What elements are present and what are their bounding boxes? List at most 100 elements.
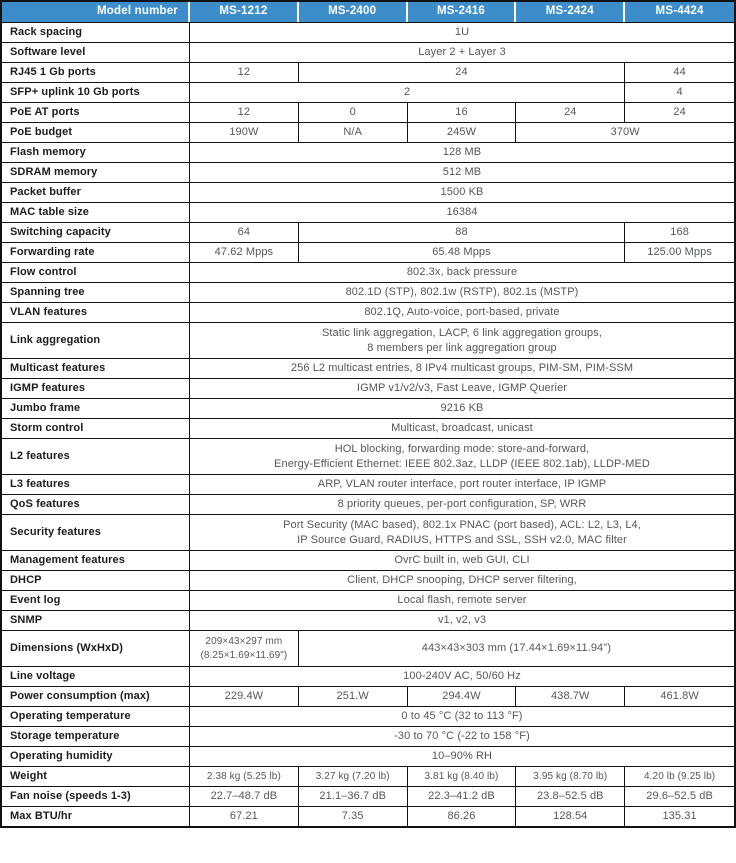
table-row: VLAN features 802.1Q, Auto-voice, port-ba…	[2, 303, 734, 323]
cell-value: 461.8W	[625, 687, 734, 706]
row-label-text: Multicast features	[10, 362, 106, 375]
cell-value: IGMP v1/v2/v3, Fast Leave, IGMP Querier	[190, 379, 734, 398]
row-label-text: DHCP	[10, 574, 42, 587]
row-label: Operating humidity	[2, 747, 190, 766]
spec-table: Model number MS-1212 MS-2400 MS-2416 MS-2424…	[0, 0, 736, 828]
row-label: Fan noise (speeds 1-3)	[2, 787, 190, 806]
row-label-text: L3 features	[10, 478, 70, 491]
cell-value-text: 22.3–41.2 dB	[428, 790, 495, 803]
cell-value-text: 1500 KB	[440, 186, 484, 199]
table-row: Dimensions (WxHxD) 209×43×297 mm (8.25×1.…	[2, 631, 734, 667]
row-label-text: Rack spacing	[10, 26, 83, 39]
row-label-text: Flash memory	[10, 146, 86, 159]
cell-value: 256 L2 multicast entries, 8 IPv4 multica…	[190, 359, 734, 378]
cell-value-text: 3.27 kg (7.20 lb)	[315, 770, 390, 782]
cell-value-text: 0	[349, 106, 356, 119]
cell-value-text: 229.4W	[224, 690, 264, 703]
column-header-text: MS-2416	[436, 5, 486, 18]
row-label-text: Event log	[10, 594, 61, 607]
row-label-text: Link aggregation	[10, 334, 101, 347]
row-label: Power consumption (max)	[2, 687, 190, 706]
column-header: MS-1212	[190, 2, 299, 22]
cell-value-text: N/A	[343, 126, 363, 139]
row-label: SFP+ uplink 10 Gb ports	[2, 83, 190, 102]
cell-value-text: 512 MB	[442, 166, 482, 179]
cell-value: 2.38 kg (5.25 lb)	[190, 767, 299, 786]
cell-value-text: 128 MB	[442, 146, 482, 159]
cell-value: 251.W	[299, 687, 408, 706]
row-label: PoE budget	[2, 123, 190, 142]
cell-value-text: 443×43×303 mm (17.44×1.69×11.94")	[421, 642, 612, 655]
row-label: QoS features	[2, 495, 190, 514]
cell-value-text: 209×43×297 mm (8.25×1.69×11.69")	[200, 636, 288, 661]
cell-value: 4	[625, 83, 734, 102]
cell-value-text: 10–90% RH	[431, 750, 493, 763]
table-row: DHCP Client, DHCP snooping, DHCP server f…	[2, 571, 734, 591]
cell-value-text: 23.8–52.5 dB	[536, 790, 604, 803]
cell-value-text: 29.6–52.5 dB	[646, 790, 713, 803]
cell-value: 229.4W	[190, 687, 299, 706]
table-row: Spanning tree 802.1D (STP), 802.1w (RSTP)…	[2, 283, 734, 303]
row-label: Multicast features	[2, 359, 190, 378]
cell-value: 16	[408, 103, 517, 122]
cell-value-text: 7.35	[341, 810, 364, 823]
row-label: Flash memory	[2, 143, 190, 162]
row-label-text: Packet buffer	[10, 186, 81, 199]
row-label: SNMP	[2, 611, 190, 630]
cell-value: 8 priority queues, per-port configuratio…	[190, 495, 734, 514]
row-label: Dimensions (WxHxD)	[2, 631, 190, 666]
cell-value: 128 MB	[190, 143, 734, 162]
cell-value: 802.1Q, Auto-voice, port-based, private	[190, 303, 734, 322]
row-label: Forwarding rate	[2, 243, 190, 262]
row-label-text: SDRAM memory	[10, 166, 98, 179]
cell-value-text: 2	[403, 86, 411, 99]
row-label: Line voltage	[2, 667, 190, 686]
table-row: Event log Local flash, remote server	[2, 591, 734, 611]
cell-value-text: Local flash, remote server	[397, 594, 527, 607]
cell-value-text: 86.26	[447, 810, 476, 823]
row-label-text: Operating humidity	[10, 750, 113, 763]
cell-value: 190W	[190, 123, 299, 142]
row-label-text: QoS features	[10, 498, 80, 511]
cell-value: 29.6–52.5 dB	[625, 787, 734, 806]
cell-value: 12	[190, 63, 299, 82]
cell-value-text: 245W	[446, 126, 477, 139]
row-label: VLAN features	[2, 303, 190, 322]
cell-value: 22.7–48.7 dB	[190, 787, 299, 806]
cell-value: 0 to 45 °C (32 to 113 °F)	[190, 707, 734, 726]
table-row: Line voltage 100-240V AC, 50/60 Hz	[2, 667, 734, 687]
row-label: Max BTU/hr	[2, 807, 190, 826]
cell-value: Layer 2 + Layer 3	[190, 43, 734, 62]
cell-value-text: 12	[237, 66, 251, 79]
cell-value-text: Static link aggregation, LACP, 6 link ag…	[321, 326, 603, 354]
cell-value-text: 9216 KB	[440, 402, 484, 415]
row-label-text: PoE budget	[10, 126, 73, 139]
cell-value: Local flash, remote server	[190, 591, 734, 610]
column-header: MS-4424	[625, 2, 734, 22]
cell-value-text: Client, DHCP snooping, DHCP server filte…	[347, 574, 577, 587]
cell-value-text: 64	[237, 226, 251, 239]
column-header-text: MS-4424	[655, 5, 704, 18]
cell-value: Multicast, broadcast, unicast	[190, 419, 734, 438]
cell-value: 88	[299, 223, 626, 242]
cell-value: ARP, VLAN router interface, port router …	[190, 475, 734, 494]
cell-value: 245W	[408, 123, 517, 142]
row-label-text: Weight	[10, 770, 48, 783]
cell-value-text: 438.7W	[551, 690, 590, 703]
table-row: Weight 2.38 kg (5.25 lb) 3.27 kg (7.20 lb)…	[2, 767, 734, 787]
row-label-text: Power consumption (max)	[10, 690, 150, 703]
row-label-text: L2 features	[10, 450, 70, 463]
table-row: SDRAM memory 512 MB	[2, 163, 734, 183]
cell-value: 64	[190, 223, 299, 242]
row-label: Operating temperature	[2, 707, 190, 726]
cell-value-text: 251.W	[336, 690, 369, 703]
cell-value: 168	[625, 223, 734, 242]
row-label-text: Spanning tree	[10, 286, 85, 299]
table-row: SNMP v1, v2, v3	[2, 611, 734, 631]
cell-value-text: 256 L2 multicast entries, 8 IPv4 multica…	[290, 362, 634, 375]
cell-value-text: 44	[673, 66, 686, 79]
cell-value-text: 802.1D (STP), 802.1w (RSTP), 802.1s (MST…	[345, 286, 579, 299]
cell-value: N/A	[299, 123, 408, 142]
table-row: Rack spacing 1U	[2, 23, 734, 43]
cell-value-text: IGMP v1/v2/v3, Fast Leave, IGMP Querier	[356, 382, 568, 395]
